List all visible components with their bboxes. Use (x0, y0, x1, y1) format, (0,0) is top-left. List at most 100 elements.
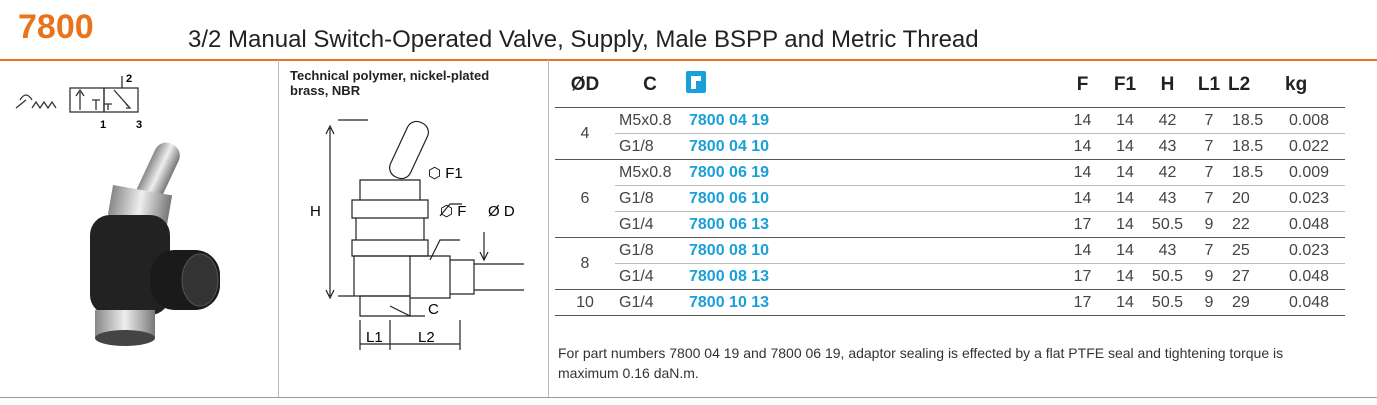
data-row: 8 G1/8 7800 08 10 14 14 43 7 25 0.023 (555, 237, 1345, 290)
cell: 18.5 (1228, 133, 1285, 160)
cell: 9 (1190, 289, 1228, 316)
cell: G1/4 (615, 289, 685, 316)
cell: 43 (1145, 133, 1190, 160)
data-row: 10 G1/4 7800 10 13 17 14 50.5 9 29 0.048 (555, 289, 1345, 316)
cell: 18.5 (1228, 107, 1285, 134)
cell: 25 (1228, 237, 1285, 264)
part-number: 7800 04 10 (685, 133, 1060, 160)
data-row: G1/4 7800 08 13 17 14 50.5 9 27 0.048 (555, 263, 1345, 290)
valve-symbol: 2 1 3 (15, 73, 142, 131)
cell: G1/8 (615, 185, 685, 212)
cell: 0.023 (1285, 185, 1345, 212)
cell: 14 (1105, 211, 1145, 238)
cell: 43 (1145, 185, 1190, 212)
column-header: kg (1285, 73, 1308, 95)
part-number: 7800 06 10 (685, 185, 1060, 212)
cell: 43 (1145, 237, 1190, 264)
cell: 0.009 (1285, 159, 1345, 186)
data-row: 6 M5x0.8 7800 06 19 14 14 42 7 18.5 0.009 (555, 159, 1345, 238)
cell: 0.048 (1285, 289, 1345, 316)
port-label: 2 (126, 73, 132, 85)
cell: 17 (1060, 289, 1105, 316)
cell: G1/4 (615, 211, 685, 238)
dimension-label: Ø D (488, 203, 515, 220)
port-label: 3 (136, 119, 142, 131)
footer-rule (0, 397, 1377, 398)
outer-diameter: 10 (555, 289, 615, 316)
cell: M5x0.8 (615, 107, 685, 134)
dimension-label: C (428, 301, 439, 318)
column-header: F1 (1113, 73, 1137, 95)
footnote: For part numbers 7800 04 19 and 7800 06 … (558, 345, 1284, 381)
column-header: L2 (1228, 73, 1251, 95)
part-number: 7800 08 13 (685, 263, 1060, 290)
cell: 7 (1190, 185, 1228, 212)
cell: 14 (1060, 237, 1105, 264)
data-row: G1/8 7800 06 10 14 14 43 7 20 0.023 (555, 185, 1345, 212)
part-number: 7800 04 19 (685, 107, 1060, 134)
part-number: 7800 06 13 (685, 211, 1060, 238)
cell: 0.048 (1285, 211, 1345, 238)
cell: 20 (1228, 185, 1285, 212)
cell: 14 (1105, 185, 1145, 212)
cell: 14 (1060, 133, 1105, 160)
dimension-label: H (310, 203, 321, 220)
cell: 0.048 (1285, 263, 1345, 290)
cell: G1/8 (615, 237, 685, 264)
cell: 14 (1105, 289, 1145, 316)
column-header: F (1076, 73, 1089, 95)
cell: 14 (1105, 133, 1145, 160)
cell: 0.023 (1285, 237, 1345, 264)
cell: 50.5 (1145, 263, 1190, 290)
spec-table: ØD C F F1 H L1 L2 kg 4 M5x0.8 7800 04 19 14 14 42 7 18.… (555, 62, 1345, 316)
cell: 7 (1190, 133, 1228, 160)
divider (278, 60, 279, 397)
dimension-drawing: ⬡ F1 ⬡ F Ø D H C L1 L2 (310, 119, 524, 350)
cell: 14 (1105, 159, 1145, 186)
material-text: Technical polymer, nickel-plated brass, … (290, 68, 490, 98)
part-number: 7800 06 19 (685, 159, 1060, 186)
header-rule (0, 59, 1377, 61)
cell: 14 (1060, 107, 1105, 134)
cell: 7 (1190, 107, 1228, 134)
cell: 50.5 (1145, 211, 1190, 238)
product-title: 3/2 Manual Switch-Operated Valve, Supply… (188, 26, 979, 53)
cell: 14 (1105, 107, 1145, 134)
port-label: 1 (100, 119, 106, 131)
dimension-label: ⬡ F (440, 203, 466, 220)
cell: 0.008 (1285, 107, 1345, 134)
cell: 14 (1060, 159, 1105, 186)
data-row: G1/8 7800 04 10 14 14 43 7 18.5 0.022 (555, 133, 1345, 160)
column-header: C (643, 73, 657, 95)
dimension-label: L2 (418, 329, 435, 346)
cell: 50.5 (1145, 289, 1190, 316)
cell: 9 (1190, 263, 1228, 290)
cell: 14 (1105, 237, 1145, 264)
cell: 18.5 (1228, 159, 1285, 186)
column-header: H (1160, 73, 1175, 95)
cell: 42 (1145, 107, 1190, 134)
part-number: 7800 08 10 (685, 237, 1060, 264)
reference-icon (685, 62, 1060, 108)
cell: G1/8 (615, 133, 685, 160)
outer-diameter: 8 (555, 237, 615, 290)
divider (548, 60, 549, 397)
cell: 7 (1190, 237, 1228, 264)
cell: 14 (1105, 263, 1145, 290)
cell: 0.022 (1285, 133, 1345, 160)
dimension-label: F (457, 203, 466, 220)
outer-diameter: 6 (555, 159, 615, 238)
cell: 22 (1228, 211, 1285, 238)
data-row: G1/4 7800 06 13 17 14 50.5 9 22 0.048 (555, 211, 1345, 238)
cell: 42 (1145, 159, 1190, 186)
dimension-label: F1 (445, 165, 463, 182)
product-code: 7800 (18, 8, 94, 46)
dimension-label: ⬡ F1 (428, 165, 463, 182)
cell: 7 (1190, 159, 1228, 186)
cell: 17 (1060, 263, 1105, 290)
product-photo (90, 142, 220, 346)
cell: G1/4 (615, 263, 685, 290)
data-row: 4 M5x0.8 7800 04 19 14 14 42 7 18.5 0.008 (555, 107, 1345, 160)
cell: 29 (1228, 289, 1285, 316)
